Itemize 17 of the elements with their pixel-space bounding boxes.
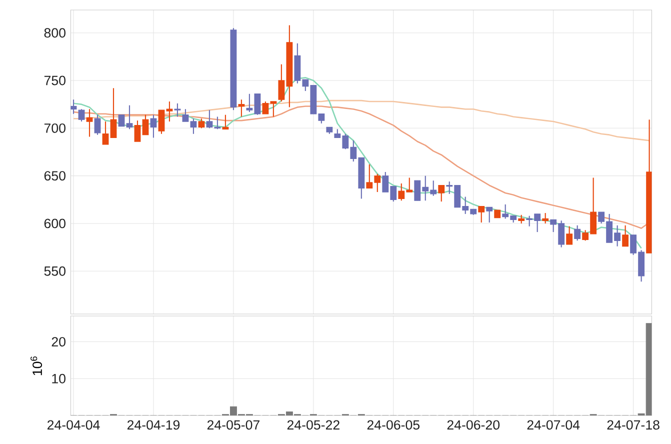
- y-tick-label: 550: [44, 266, 66, 276]
- x-tick-label: 24-05-22: [287, 420, 340, 430]
- y-tick-label: 10: [52, 374, 66, 384]
- y-tick-label: 600: [44, 218, 66, 228]
- x-tick-label: 24-07-04: [527, 420, 580, 430]
- y-tick-label: 700: [44, 123, 66, 133]
- y-tick-label: 750: [44, 76, 66, 86]
- x-tick-label: 24-05-07: [207, 420, 260, 430]
- x-tick-label: 24-04-04: [47, 420, 100, 430]
- y-axis-title: 10$^{6}$: [30, 356, 42, 376]
- x-tick-label: 24-07-18: [607, 420, 660, 430]
- y-tick-label: 20: [52, 337, 66, 347]
- x-tick-label: 24-06-20: [447, 420, 500, 430]
- y-tick-label: 650: [44, 171, 66, 181]
- x-tick-label: 24-06-05: [367, 420, 420, 430]
- y-tick-label: 800: [44, 28, 66, 38]
- x-tick-label: 24-04-19: [127, 420, 180, 430]
